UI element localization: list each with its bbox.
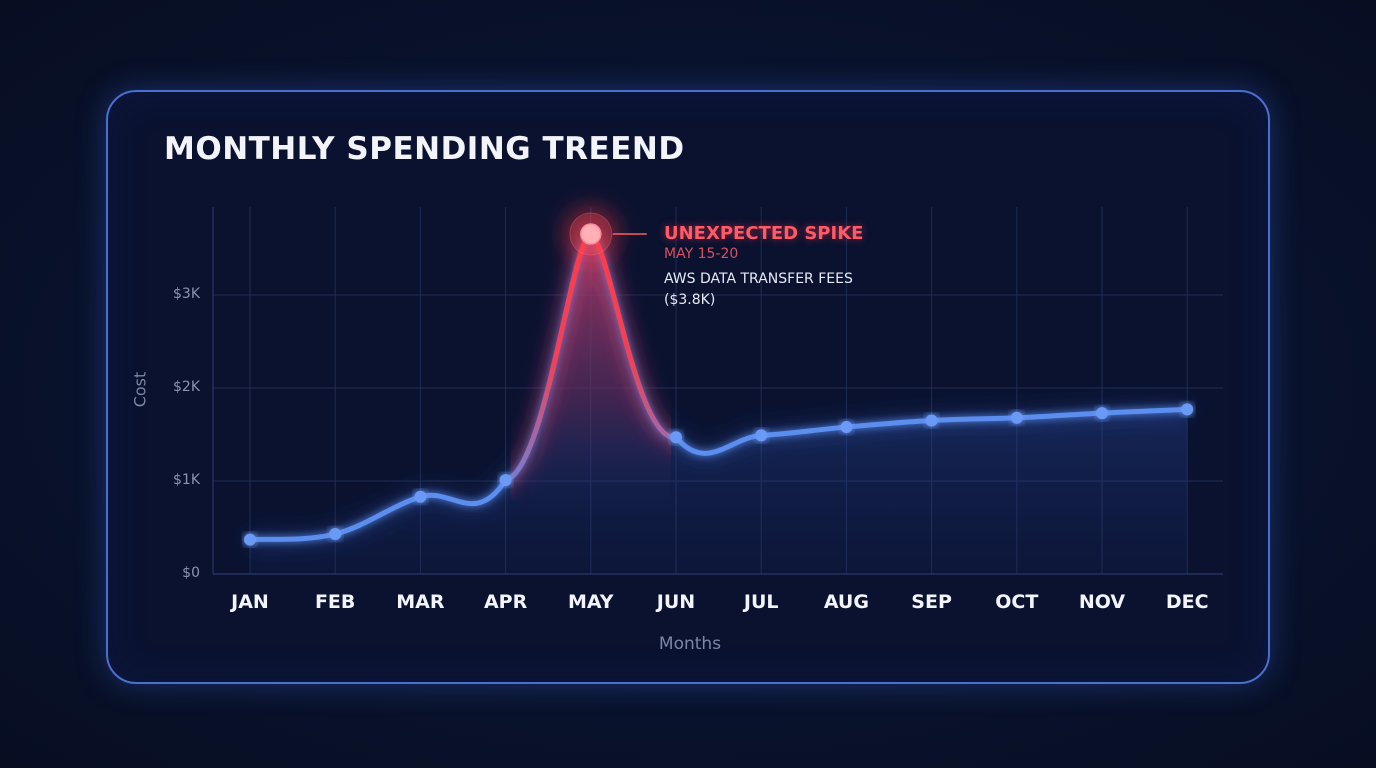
data-point-oct[interactable] — [1010, 411, 1023, 424]
x-tick-label-sep: SEP — [911, 591, 952, 613]
data-point-sep[interactable] — [925, 414, 938, 427]
x-tick-label-jul: JUL — [743, 591, 779, 613]
data-point-dec[interactable] — [1181, 403, 1194, 416]
annotation-description-line1: AWS DATA TRANSFER FEES — [664, 271, 853, 287]
x-tick-label-jun: JUN — [656, 591, 696, 613]
y-tick-label: $1K — [173, 472, 200, 488]
annotation-description-line2: ($3.8K) — [664, 292, 716, 308]
data-point-mar[interactable] — [414, 490, 427, 503]
x-tick-label-may: MAY — [568, 591, 614, 613]
x-tick-label-dec: DEC — [1165, 591, 1209, 613]
x-tick-label-mar: MAR — [396, 591, 445, 613]
x-tick-label-apr: APR — [483, 591, 528, 613]
x-tick-label-aug: AUG — [823, 591, 869, 613]
data-point-nov[interactable] — [1096, 407, 1108, 420]
x-tick-label-feb: FEB — [314, 591, 356, 613]
data-point-aug[interactable] — [840, 421, 853, 434]
data-point-jan[interactable] — [244, 533, 256, 546]
x-tick-label-nov: NOV — [1078, 591, 1126, 613]
data-point-jul[interactable] — [755, 429, 768, 442]
annotation-date: MAY 15-20 — [664, 246, 739, 262]
chart-card — [106, 90, 1270, 684]
annotation-title: UNEXPECTED SPIKE — [664, 223, 864, 244]
x-axis-label: Months — [658, 634, 722, 654]
y-tick-label: $2K — [173, 379, 200, 395]
y-axis-label: Cost — [130, 371, 150, 408]
y-tick-label: $0 — [182, 565, 200, 581]
y-tick-label: $3K — [173, 286, 200, 302]
annotation-description: AWS DATA TRANSFER FEES ($3.8K) — [664, 269, 863, 311]
x-tick-label-oct: OCT — [995, 591, 1039, 613]
x-tick-label-jan: JAN — [231, 591, 269, 613]
spike-marker[interactable] — [580, 223, 602, 245]
spike-annotation: UNEXPECTED SPIKE MAY 15-20 AWS DATA TRAN… — [664, 223, 863, 311]
data-point-feb[interactable] — [329, 528, 342, 541]
data-points — [244, 204, 1194, 546]
data-point-apr[interactable] — [499, 474, 512, 487]
area-fill-blue — [250, 234, 1188, 574]
data-point-jun[interactable] — [670, 431, 682, 444]
chart-title: MONTHLY SPENDING TREEND — [164, 131, 685, 167]
